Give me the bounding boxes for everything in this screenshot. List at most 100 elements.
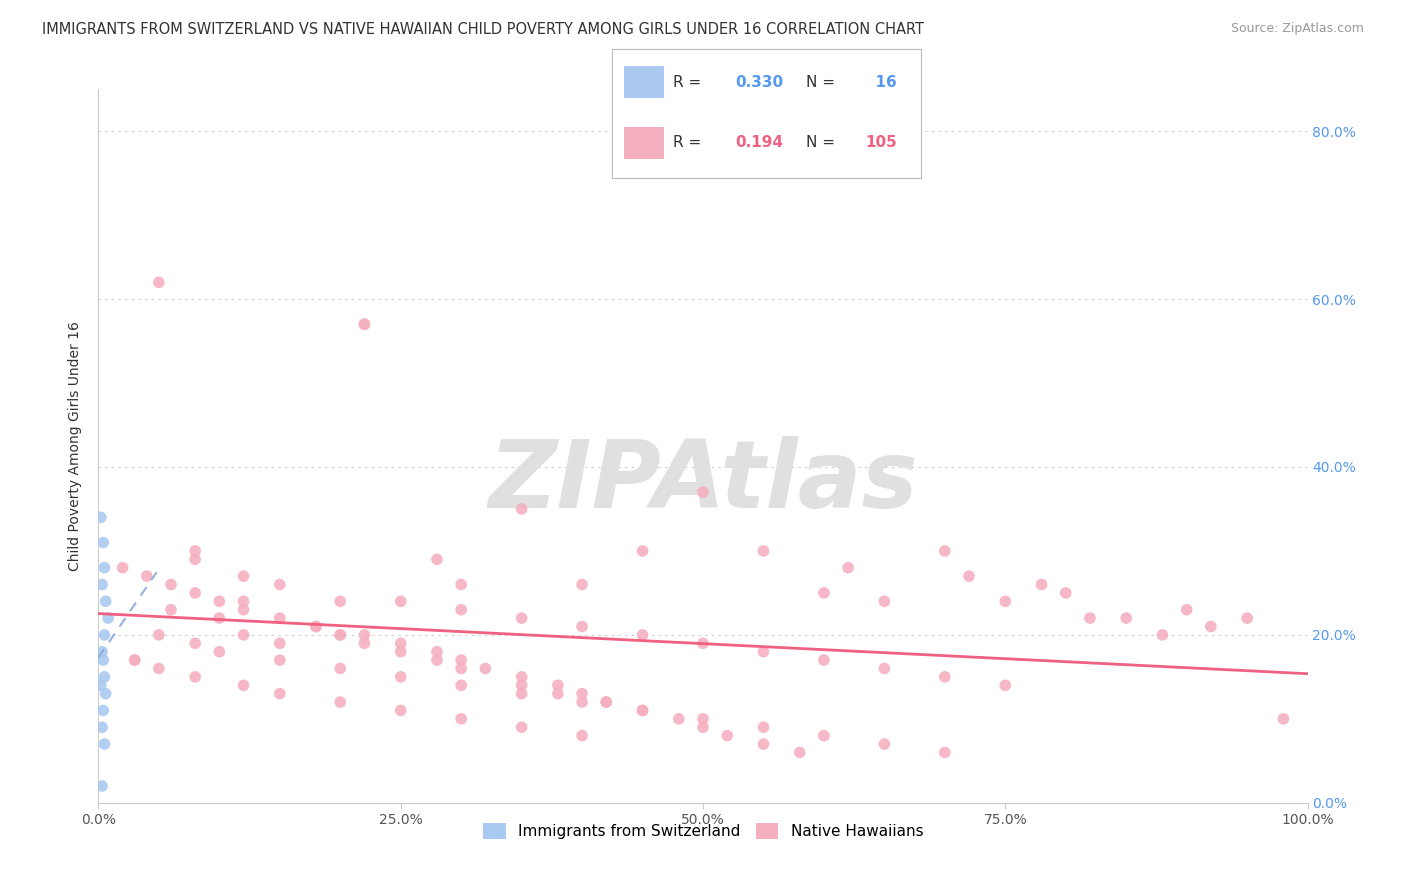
Text: 0.194: 0.194 [735,135,783,150]
Point [90,510,112,524]
Point [1054,586,1077,600]
Point [510,720,533,734]
Point [91,577,114,591]
Point [426,552,449,566]
Point [813,586,835,600]
Bar [624,66,664,98]
Point [232,678,254,692]
Point [93,560,115,574]
Point [269,653,291,667]
Point [934,746,956,760]
Point [873,661,896,675]
Point [91,779,114,793]
Point [184,544,207,558]
Point [631,628,654,642]
Point [91,645,114,659]
Point [631,703,654,717]
Point [269,636,291,650]
Point [752,544,775,558]
Point [91,535,114,549]
Point [934,544,956,558]
Point [135,569,157,583]
Point [160,577,183,591]
Point [631,544,654,558]
Point [752,645,775,659]
Point [269,687,291,701]
Point [1115,611,1137,625]
Point [450,653,472,667]
Point [571,729,593,743]
Point [1272,712,1295,726]
Point [668,712,690,726]
Point [208,645,231,659]
Point [994,678,1017,692]
Point [232,628,254,642]
Point [571,695,593,709]
Text: Source: ZipAtlas.com: Source: ZipAtlas.com [1230,22,1364,36]
Text: IMMIGRANTS FROM SWITZERLAND VS NATIVE HAWAIIAN CHILD POVERTY AMONG GIRLS UNDER 1: IMMIGRANTS FROM SWITZERLAND VS NATIVE HA… [42,22,924,37]
Point [1152,628,1174,642]
Point [184,636,207,650]
Point [426,645,449,659]
Point [329,628,352,642]
Text: 0.330: 0.330 [735,75,783,90]
Point [91,703,114,717]
Point [510,502,533,516]
Point [692,720,714,734]
Point [232,594,254,608]
Point [474,661,496,675]
Point [716,729,738,743]
Point [148,628,170,642]
Legend: Immigrants from Switzerland, Native Hawaiians: Immigrants from Switzerland, Native Hawa… [477,817,929,845]
Point [389,594,412,608]
Point [692,636,714,650]
Point [232,603,254,617]
Point [1031,577,1053,591]
Point [873,737,896,751]
Point [111,560,134,574]
Point [595,695,617,709]
Point [97,611,120,625]
Point [752,720,775,734]
Y-axis label: Child Poverty Among Girls Under 16: Child Poverty Among Girls Under 16 [69,321,83,571]
Point [1236,611,1258,625]
Point [305,619,328,633]
Point [389,670,412,684]
Point [160,603,183,617]
Point [305,619,328,633]
Point [184,552,207,566]
Point [813,729,835,743]
Point [547,678,569,692]
Point [595,695,617,709]
Point [450,603,472,617]
Point [90,678,112,692]
Point [93,628,115,642]
Point [510,611,533,625]
Point [426,653,449,667]
Point [329,661,352,675]
Point [510,670,533,684]
Point [148,661,170,675]
Point [547,687,569,701]
Point [994,594,1017,608]
Text: 105: 105 [865,135,897,150]
Point [571,577,593,591]
Point [389,703,412,717]
Point [934,670,956,684]
Point [94,687,117,701]
Bar [624,127,664,159]
Text: 16: 16 [865,75,897,90]
Point [184,670,207,684]
Point [353,628,375,642]
Point [389,636,412,650]
Point [93,737,115,751]
Point [269,611,291,625]
Point [353,636,375,650]
Point [957,569,980,583]
Point [450,678,472,692]
Point [232,569,254,583]
Point [571,619,593,633]
Point [1199,619,1222,633]
Point [148,275,170,289]
Point [353,318,375,332]
